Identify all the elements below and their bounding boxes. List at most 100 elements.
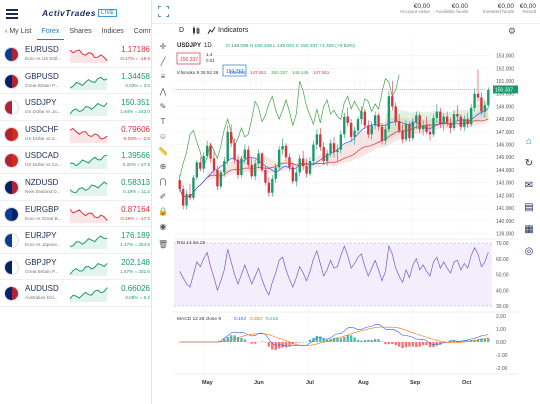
tab-shares[interactable]: Shares <box>64 26 96 40</box>
fib-icon[interactable]: ≡ <box>160 72 166 81</box>
tab-my-list[interactable]: ‹ My List <box>0 26 37 40</box>
tab-label: My List <box>9 28 32 35</box>
instrument-price: 150.351 <box>121 98 150 108</box>
home-icon[interactable]: ⌂ <box>525 136 533 147</box>
candle <box>295 172 298 182</box>
macd-histogram-bar <box>260 341 264 342</box>
macd-histogram-bar <box>421 342 425 346</box>
instrument-row-eurusd[interactable]: EURUSD Euro vs US Doll... 1.17186 -0.17% = … <box>0 41 151 68</box>
sparkline <box>70 208 108 223</box>
chart-area[interactable]: 153.000 152.000 151.000 150.000 149.000 148.0… <box>174 38 518 404</box>
sparkline <box>70 235 108 250</box>
candle <box>267 182 271 193</box>
candle <box>456 114 459 117</box>
hamburger-menu-icon[interactable] <box>6 9 18 19</box>
instrument-row-eurgbp[interactable]: EURGBP Euro vs Great B... 0.87164 -0.19% = … <box>0 201 151 228</box>
instrument-symbol: GBPJPY <box>25 257 57 267</box>
history-icon[interactable]: ↻ <box>524 158 534 169</box>
trash-icon[interactable]: 🗑 <box>158 240 169 249</box>
candle <box>432 117 435 135</box>
macd-histogram-bar <box>312 337 315 342</box>
y-tick-label: 148.000 <box>496 117 514 123</box>
instrument-row-nzdusd[interactable]: NZDUSD New Zealand D... 0.58313 0.19% = 11.… <box>0 174 151 201</box>
candle <box>229 131 233 144</box>
chart-type-icon[interactable] <box>192 26 201 35</box>
macd-histogram-bar <box>325 339 329 342</box>
instrument-symbol: NZDUSD <box>25 177 59 187</box>
ruler-icon[interactable]: 📏 <box>158 147 168 156</box>
eye-icon[interactable]: ◉ <box>159 222 167 231</box>
macd-histogram-bar <box>339 338 343 342</box>
account-stat-value: €0,00 <box>413 3 430 10</box>
tab-indices[interactable]: Indices <box>97 26 129 40</box>
macd-histogram-bar <box>253 342 257 344</box>
currency-flag-icon <box>4 206 19 222</box>
macd-histogram-bar <box>284 342 288 348</box>
tab-forex[interactable]: Forex <box>36 26 65 40</box>
account-stat-label: Account value <box>399 10 430 15</box>
rsi-tick-label: 70.00 <box>496 241 509 247</box>
brush-icon[interactable]: ✎ <box>159 102 167 111</box>
instrument-change: 0.03% = 3.6 <box>125 82 150 88</box>
candle <box>466 119 469 125</box>
instrument-row-usdjpy[interactable]: USDJPY US Dollar vs Ja... 150.351 1.64% = 2… <box>0 94 151 121</box>
chart-ohlc: O 149.099 H 150.348 L 149.031 C 150.337 … <box>226 43 355 49</box>
instrument-row-eurjpy[interactable]: EURJPY Euro vs Japane... 176.189 1.47% = 25… <box>0 227 151 254</box>
instrument-row-gbpusd[interactable]: GBPUSD Great Britain P... 1.34458 0.03% = 3… <box>0 68 151 95</box>
indicators-button[interactable]: Indicators <box>218 27 249 34</box>
rsi-line <box>179 244 489 296</box>
spread-value: 1.4 <box>206 52 213 57</box>
news-icon[interactable]: ▤ <box>524 202 534 213</box>
buy-button[interactable] <box>222 64 247 77</box>
mail-icon[interactable]: ✉ <box>524 180 534 191</box>
instrument-symbol: USDCAD <box>25 151 59 161</box>
candle <box>284 145 288 158</box>
zoom-icon[interactable]: ⊕ <box>159 162 167 171</box>
expand-icon[interactable] <box>158 6 169 17</box>
macd-histogram-bar <box>401 342 404 349</box>
candle <box>449 122 452 129</box>
macd-histogram-bar <box>219 340 223 342</box>
candle <box>411 121 415 139</box>
lock-icon[interactable]: 🔒 <box>158 207 168 216</box>
price-chart[interactable]: 153.000 152.000 151.000 150.000 149.000 148.0… <box>174 38 518 404</box>
instrument-description: Great Britain P... <box>25 268 59 274</box>
calendar-icon[interactable]: ▦ <box>524 224 534 235</box>
instrument-price: 1.39566 <box>121 151 150 161</box>
instrument-change: 0.08% = 5.2 <box>125 295 150 301</box>
analysis-icon[interactable]: ◎ <box>524 246 534 257</box>
timeframe-button[interactable]: D <box>179 27 185 34</box>
rsi-tick-label: 50.00 <box>496 273 509 279</box>
text-icon[interactable]: T <box>160 117 166 126</box>
macd-histogram-bar <box>353 337 356 342</box>
y-tick-label: 146.000 <box>496 143 514 149</box>
sell-button[interactable] <box>176 52 201 65</box>
lock-draw-icon[interactable]: ✐ <box>159 192 167 201</box>
indicators-icon[interactable] <box>207 26 216 35</box>
instrument-row-usdchf[interactable]: USDCHF US Dollar vs S... 0.79606 -0.03% = -… <box>0 121 151 148</box>
instrument-list: EURUSD Euro vs US Doll... 1.17186 -0.17% = … <box>0 41 151 307</box>
instrument-row-usdcad[interactable]: USDCAD US Dollar vs Ca... 1.39566 0.20% = 2… <box>0 147 151 174</box>
candle <box>264 169 267 183</box>
macd-histogram-bar <box>428 342 432 348</box>
crosshair-icon[interactable]: ✛ <box>159 42 167 51</box>
back-chevron-icon[interactable]: ‹ <box>5 28 8 35</box>
instrument-symbol: USDJPY <box>25 98 57 108</box>
trendline-icon[interactable]: ╱ <box>160 57 166 66</box>
magnet-icon[interactable]: ⋂ <box>159 177 167 186</box>
tab-commo[interactable]: Commo <box>129 26 151 40</box>
sparkline <box>70 287 108 303</box>
instrument-row-audusd[interactable]: AUDUSD Australian Dol... 0.66026 0.08% = 5.… <box>0 280 151 307</box>
sparkline <box>70 127 108 143</box>
gear-icon[interactable]: ⚙ <box>507 26 516 36</box>
pattern-icon[interactable]: ⋀ <box>159 87 167 96</box>
candle <box>178 180 181 189</box>
candle <box>271 178 274 193</box>
emoji-icon[interactable]: ☺ <box>158 132 168 141</box>
candle <box>233 143 236 160</box>
macd-histogram-bar <box>411 342 415 347</box>
candle <box>274 167 277 179</box>
instrument-price: 1.17186 <box>121 45 150 54</box>
candle <box>415 115 418 122</box>
instrument-row-gbpjpy[interactable]: GBPJPY Great Britain P... 202.148 1.67% = 3… <box>0 254 151 281</box>
